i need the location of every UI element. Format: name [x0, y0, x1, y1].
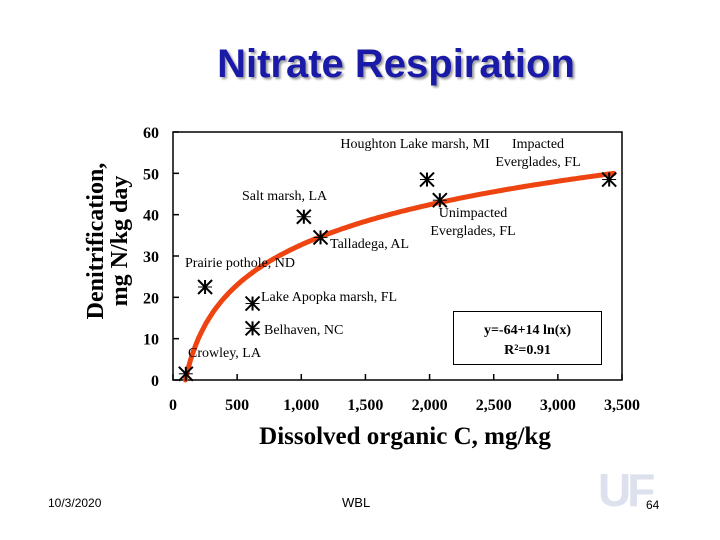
- fit-equation: y=-64+14 ln(x): [483, 323, 572, 338]
- y-tick-label: 50: [143, 166, 159, 183]
- label-impacted-everglades: Impacted Everglades, FL: [495, 137, 581, 170]
- x-axis-label: Dissolved organic C, mg/kg: [259, 423, 551, 450]
- fit-layer: [182, 170, 617, 383]
- x-tick-label: 500: [225, 397, 249, 414]
- tick-layer: 0 10 20 30 40 50 60 0 500 1,000 1,500 2,000 2,500 3,0…: [143, 125, 640, 414]
- label-belhaven: Belhaven, NC: [264, 323, 344, 338]
- uf-logo: UF: [598, 464, 655, 516]
- x-tick-label: 2,500: [476, 397, 512, 414]
- equation-box: y=-64+14 ln(x) R²=0.91: [453, 311, 602, 365]
- y-tick-label: 0: [151, 373, 159, 390]
- x-tick-label: 3,500: [604, 397, 640, 414]
- label-talladega: Talladega, AL: [330, 237, 410, 252]
- label-houghton-lake: Houghton Lake marsh, MI: [340, 137, 490, 152]
- data-point: [432, 192, 448, 208]
- slide-number: 64: [646, 498, 660, 512]
- y-tick-label: 20: [143, 290, 159, 307]
- x-tick-label: 0: [169, 397, 177, 414]
- x-tick-label: 1,000: [283, 397, 319, 414]
- fit-curve: [182, 170, 617, 383]
- data-point: [312, 229, 329, 246]
- y-tick-label: 40: [143, 208, 159, 225]
- data-point: [601, 171, 617, 188]
- data-point: [244, 295, 261, 312]
- x-tick-label: 1,500: [347, 397, 383, 414]
- data-point: [419, 171, 435, 188]
- data-point: [296, 209, 312, 225]
- label-unimpacted-everglades: Unimpacted Everglades, FL: [430, 206, 516, 239]
- label-lake-apopka: Lake Apopka marsh, FL: [261, 290, 398, 305]
- data-point: [178, 366, 194, 382]
- data-point: [197, 279, 213, 295]
- y-tick-label: 30: [143, 249, 159, 266]
- label-salt-marsh: Salt marsh, LA: [242, 189, 328, 204]
- footer-org: WBL: [342, 495, 371, 510]
- label-crowley: Crowley, LA: [188, 346, 261, 361]
- fit-r-squared: R²=0.91: [504, 343, 551, 358]
- footer-date: 10/3/2020: [48, 496, 102, 510]
- slide-title: Nitrate Respiration: [217, 42, 575, 86]
- marker-layer: [178, 171, 617, 382]
- label-prairie-pothole: Prairie pothole, ND: [185, 256, 296, 271]
- data-point: [244, 320, 261, 337]
- x-tick-label: 3,000: [540, 397, 576, 414]
- y-tick-label: 60: [143, 125, 159, 142]
- x-tick-label: 2,000: [412, 397, 448, 414]
- y-tick-label: 10: [143, 332, 159, 349]
